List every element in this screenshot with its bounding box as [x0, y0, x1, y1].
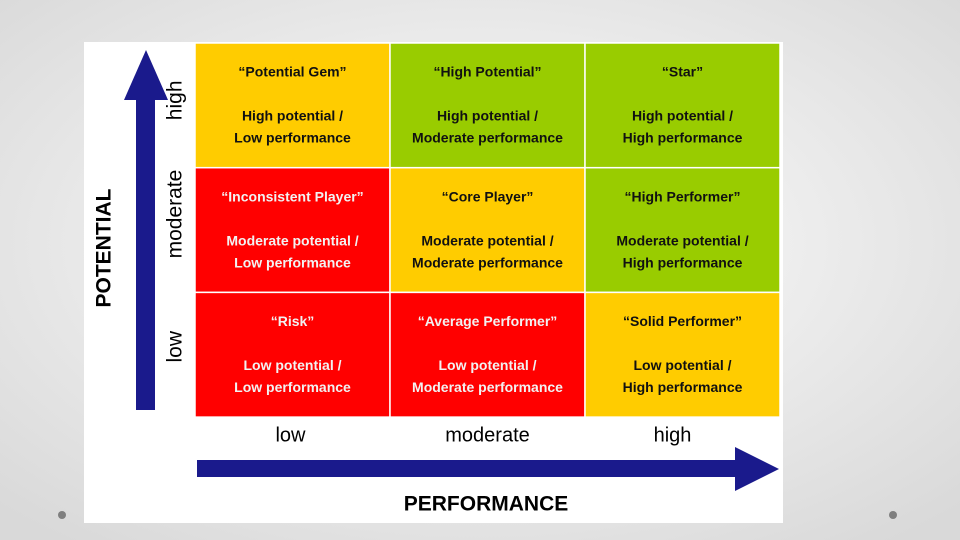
- decor-dot: [58, 511, 66, 519]
- axis-labels: high moderate low low moderate high: [164, 80, 692, 446]
- cell-description: High performance: [623, 130, 743, 146]
- cell-description: High potential /: [437, 108, 538, 124]
- x-level-label: low: [275, 424, 306, 446]
- cell-title: “Potential Gem”: [238, 64, 346, 80]
- cell-title: “Core Player”: [442, 188, 534, 204]
- y-level-label: moderate: [164, 170, 187, 259]
- cell-description: Moderate potential /: [616, 232, 748, 248]
- cell-box: [194, 42, 391, 169]
- grid-cell: “Risk” Low potential / Low performance: [194, 291, 391, 418]
- cell-title: “Average Performer”: [418, 313, 558, 329]
- cell-title: “Star”: [662, 64, 703, 80]
- x-level-label: high: [654, 424, 692, 446]
- cell-description: Low potential /: [244, 357, 342, 373]
- cell-title: “High Performer”: [625, 188, 741, 204]
- cell-description: Moderate potential /: [226, 232, 358, 248]
- cell-title: “High Potential”: [433, 64, 541, 80]
- y-axis-title: POTENTIAL: [93, 188, 116, 307]
- cell-description: Low potential /: [634, 357, 732, 373]
- y-arrow-shaft: [136, 98, 155, 410]
- y-level-label: low: [164, 330, 187, 362]
- cell-description: High performance: [623, 254, 743, 270]
- cell-description: Low performance: [234, 254, 351, 270]
- x-level-label: moderate: [445, 424, 530, 446]
- grid-cell: “Star” High potential / High performance: [584, 42, 781, 169]
- cell-box: [584, 42, 781, 169]
- cell-box: [584, 291, 781, 418]
- grid-cell: “Potential Gem” High potential / Low perfo…: [194, 42, 391, 169]
- x-arrow-head: [735, 447, 779, 491]
- cell-description: Moderate performance: [412, 254, 563, 270]
- cell-description: High potential /: [242, 108, 343, 124]
- x-arrow-shaft: [197, 460, 737, 477]
- cell-description: Low performance: [234, 379, 351, 395]
- cell-description: Moderate performance: [412, 130, 563, 146]
- decor-dot: [889, 511, 897, 519]
- cell-description: Low potential /: [439, 357, 537, 373]
- cell-box: [389, 291, 586, 418]
- grid-cell: “High Performer” Moderate potential / High…: [584, 166, 781, 294]
- cell-box: [389, 42, 586, 169]
- y-arrow-head: [124, 50, 168, 100]
- cell-title: “Inconsistent Player”: [221, 188, 363, 204]
- cell-description: Moderate potential /: [421, 232, 553, 248]
- grid: “Potential Gem” High potential / Low perfo…: [194, 42, 781, 418]
- grid-cell: “Solid Performer” Low potential / High per…: [584, 291, 781, 418]
- x-axis-title: PERFORMANCE: [404, 493, 569, 516]
- cell-box: [584, 166, 781, 294]
- grid-cell: “Average Performer” Low potential / Modera…: [389, 291, 586, 418]
- cell-description: High performance: [623, 379, 743, 395]
- cell-description: Moderate performance: [412, 379, 563, 395]
- grid-cell: “High Potential” High potential / Moderate…: [389, 42, 586, 169]
- cell-box: [194, 291, 391, 418]
- y-level-label: high: [164, 80, 187, 120]
- grid-cell: “Core Player” Moderate potential / Moderat…: [389, 166, 586, 294]
- cell-box: [389, 166, 586, 294]
- cell-description: Low performance: [234, 130, 351, 146]
- cell-title: “Solid Performer”: [623, 313, 742, 329]
- grid-cell: “Inconsistent Player” Moderate potential …: [194, 166, 391, 294]
- cell-title: “Risk”: [271, 313, 315, 329]
- cell-description: High potential /: [632, 108, 733, 124]
- cell-box: [194, 166, 391, 294]
